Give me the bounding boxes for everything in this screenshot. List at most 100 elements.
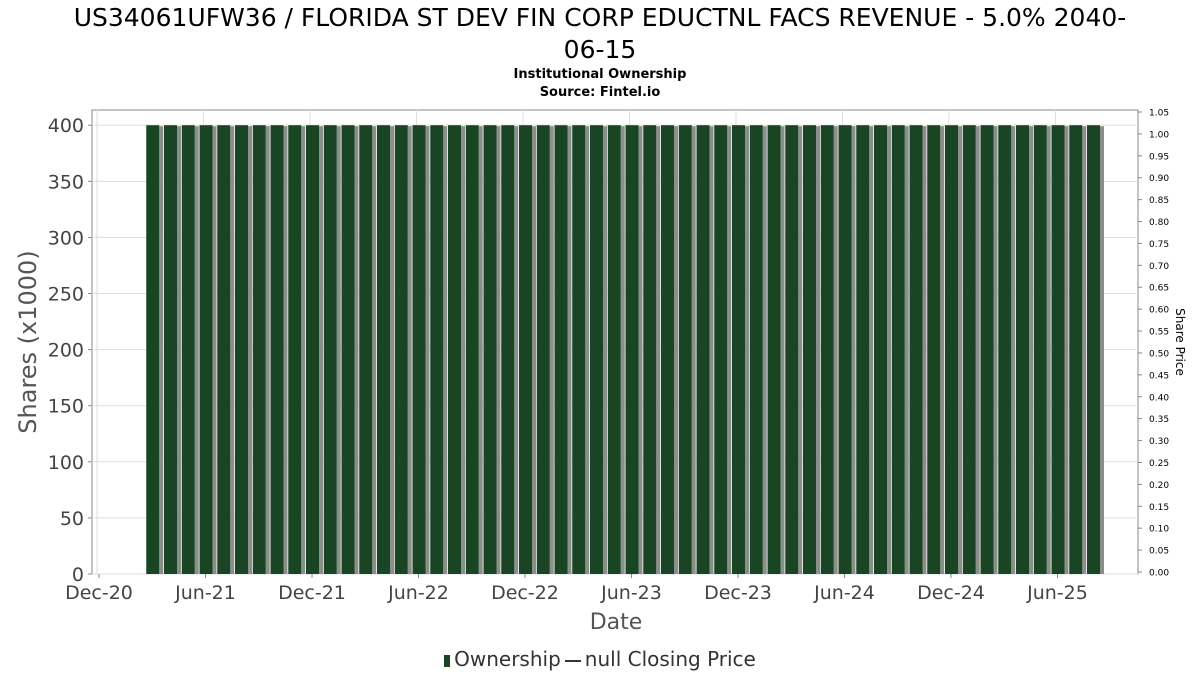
y2-tick-label: 0.50 xyxy=(1149,349,1169,359)
x-tick-label: Dec-20 xyxy=(65,582,133,604)
bar-shadow xyxy=(674,126,678,574)
bar-shadow xyxy=(230,126,235,574)
bar xyxy=(323,125,337,574)
bar-shadow xyxy=(159,126,164,574)
bar xyxy=(696,125,710,574)
bar xyxy=(998,125,1012,574)
legend: Ownership null Closing Price xyxy=(0,647,1200,671)
bar xyxy=(945,125,958,574)
bar xyxy=(1016,125,1029,574)
bar xyxy=(465,125,479,574)
bar xyxy=(554,125,568,574)
bar-shadow xyxy=(638,126,643,574)
bar xyxy=(607,125,621,574)
bar xyxy=(714,125,728,574)
bar-shadow xyxy=(461,126,465,574)
bar-shadow xyxy=(691,126,696,574)
bar xyxy=(1051,125,1065,574)
bar-shadow xyxy=(816,126,820,574)
bar-shadow xyxy=(390,126,394,574)
y-tick-label: 150 xyxy=(48,396,84,418)
bar-shadow xyxy=(958,126,962,574)
bar-shadow xyxy=(833,126,838,574)
bar xyxy=(164,125,177,574)
bar xyxy=(377,125,390,574)
bar xyxy=(359,125,373,574)
bar-shadow xyxy=(212,126,217,574)
legend-ownership-label: Ownership xyxy=(454,647,561,671)
y2-tick-label: 0.10 xyxy=(1149,525,1169,535)
bar xyxy=(767,125,781,574)
bar xyxy=(412,125,426,574)
legend-ownership-swatch xyxy=(444,654,451,667)
bar-shadow xyxy=(620,126,625,574)
bar xyxy=(1033,125,1047,574)
y2-tick-label: 1.00 xyxy=(1149,130,1169,140)
y2-tick-label: 0.85 xyxy=(1149,196,1169,206)
y-tick-label: 200 xyxy=(48,340,84,362)
y-axis-label: Shares (x1000) xyxy=(14,250,42,433)
bar-shadow xyxy=(851,126,856,574)
bar xyxy=(394,125,408,574)
y-axis-ticks: 0 50 100 150 200 250 300 350 400 xyxy=(48,115,92,586)
legend-price-line-icon xyxy=(564,659,581,662)
bar xyxy=(306,125,319,574)
y2-tick-label: 0.05 xyxy=(1149,547,1169,557)
bar xyxy=(483,125,497,574)
x-tick-label: Dec-21 xyxy=(278,582,346,604)
bar-shadow xyxy=(407,126,412,574)
y2-tick-label: 0.95 xyxy=(1149,152,1169,162)
bar-shadow xyxy=(301,126,306,574)
bar-shadow xyxy=(372,126,377,574)
y2-tick-label: 0.60 xyxy=(1149,306,1169,316)
bar-shadow xyxy=(496,126,501,574)
y2-tick-label: 0.30 xyxy=(1149,437,1169,447)
bar xyxy=(927,125,941,574)
bar-shadow xyxy=(727,126,732,574)
x-axis-label: Date xyxy=(590,610,643,635)
y2-tick-label: 0.15 xyxy=(1149,503,1169,513)
x-tick-label: Jun-22 xyxy=(387,582,449,604)
bar xyxy=(661,125,674,574)
bar xyxy=(252,125,266,574)
bar-shadow xyxy=(798,126,803,574)
x-tick-label: Dec-24 xyxy=(917,582,985,604)
bar xyxy=(909,125,923,574)
y2-tick-label: 1.05 xyxy=(1149,109,1169,119)
bar-shadow xyxy=(336,126,341,574)
bar-shadow xyxy=(478,126,483,574)
bar-shadow xyxy=(248,126,252,574)
bar-shadow xyxy=(177,126,181,574)
y-tick-label: 0 xyxy=(72,564,84,586)
bar xyxy=(1087,125,1100,574)
bar-shadow xyxy=(514,126,519,574)
chart-subtitle: Institutional Ownership xyxy=(513,67,687,82)
bar xyxy=(590,125,603,574)
bar xyxy=(430,125,444,574)
bar xyxy=(856,125,870,574)
bar-shadow xyxy=(443,126,448,574)
bar-shadow xyxy=(1046,126,1051,574)
bar xyxy=(146,125,160,574)
bar xyxy=(536,125,550,574)
bar xyxy=(288,125,302,574)
bar xyxy=(785,125,799,574)
bar-shadow xyxy=(940,126,945,574)
y-tick-label: 100 xyxy=(48,452,84,474)
x-tick-label: Jun-24 xyxy=(813,582,875,604)
bar xyxy=(501,125,515,574)
bars-group xyxy=(146,125,1104,574)
bar xyxy=(962,125,976,574)
y2-tick-label: 0.80 xyxy=(1149,218,1169,228)
bar-shadow xyxy=(1064,126,1069,574)
bar-shadow xyxy=(1082,126,1087,574)
bar-shadow xyxy=(532,126,536,574)
bar xyxy=(678,125,692,574)
bar xyxy=(874,125,887,574)
bar-shadow xyxy=(993,126,998,574)
bar xyxy=(625,125,639,574)
y2-tick-label: 0.25 xyxy=(1149,459,1169,469)
bar-shadow xyxy=(1100,126,1104,574)
chart-source: Source: Fintel.io xyxy=(539,85,661,100)
